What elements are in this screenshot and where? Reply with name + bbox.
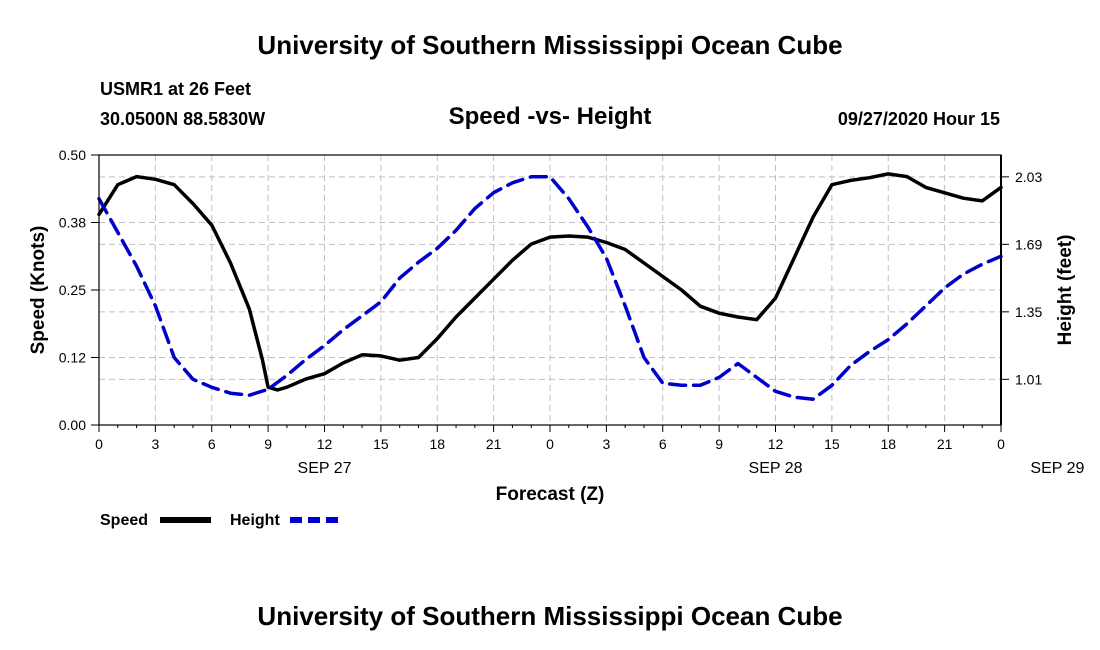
- y-left-tick-label: 0.12: [59, 350, 86, 366]
- x-tick-label: 18: [429, 436, 445, 452]
- legend-label-speed: Speed: [100, 512, 148, 529]
- series-line-speed: [97, 172, 1003, 392]
- chart-title: Speed -vs- Height: [449, 103, 652, 130]
- x-tick-label: 9: [264, 436, 272, 452]
- x-tick-label: 12: [768, 436, 784, 452]
- station-label: USMR1 at 26 Feet: [100, 79, 251, 99]
- date-label: SEP 27: [298, 460, 352, 477]
- x-tick-label: 3: [602, 436, 610, 452]
- legend-label-height: Height: [230, 512, 280, 529]
- y-left-tick-label: 0.50: [59, 147, 86, 163]
- y-left-tick-label: 0.25: [59, 282, 86, 298]
- x-tick-label: 18: [880, 436, 896, 452]
- y-axis-right-label: Height (feet): [1055, 235, 1076, 346]
- x-axis-label: Forecast (Z): [496, 484, 605, 505]
- y-left-tick-label: 0.00: [59, 417, 86, 433]
- x-tick-label: 21: [937, 436, 953, 452]
- x-tick-label: 0: [546, 436, 554, 452]
- series-line-height: [97, 175, 1003, 401]
- legend: Speed Height: [100, 512, 341, 529]
- y-right-tick-label: 2.03: [1015, 169, 1042, 185]
- footer-title: University of Southern Mississippi Ocean…: [257, 601, 842, 631]
- y-right-tick-label: 1.69: [1015, 236, 1042, 252]
- grid: [99, 155, 1001, 425]
- x-tick-label: 0: [95, 436, 103, 452]
- tick-layer: 0 3 6 9 12 15 18 21 0 3 6 9 12 15 18 21 0 SEP 27 SEP 28 SEP…: [59, 147, 1085, 477]
- x-tick-label: 21: [486, 436, 502, 452]
- x-tick-label: 15: [373, 436, 389, 452]
- y-right-tick-label: 1.35: [1015, 304, 1042, 320]
- x-tick-label: 9: [715, 436, 723, 452]
- datetime-label: 09/27/2020 Hour 15: [838, 109, 1000, 129]
- x-tick-label: 0: [997, 436, 1005, 452]
- y-right-tick-label: 1.01: [1015, 371, 1042, 387]
- date-label: SEP 29: [1030, 460, 1084, 477]
- x-tick-label: 3: [151, 436, 159, 452]
- y-axis-left-label: Speed (Knots): [28, 226, 49, 355]
- location-label: 30.0500N 88.5830W: [100, 109, 265, 129]
- x-tick-label: 6: [659, 436, 667, 452]
- x-tick-label: 12: [317, 436, 333, 452]
- series-layer: [97, 172, 1003, 401]
- x-tick-label: 15: [824, 436, 840, 452]
- x-tick-label: 6: [208, 436, 216, 452]
- date-label: SEP 28: [749, 460, 803, 477]
- y-left-tick-label: 0.38: [59, 215, 86, 231]
- page-title: University of Southern Mississippi Ocean…: [257, 30, 842, 60]
